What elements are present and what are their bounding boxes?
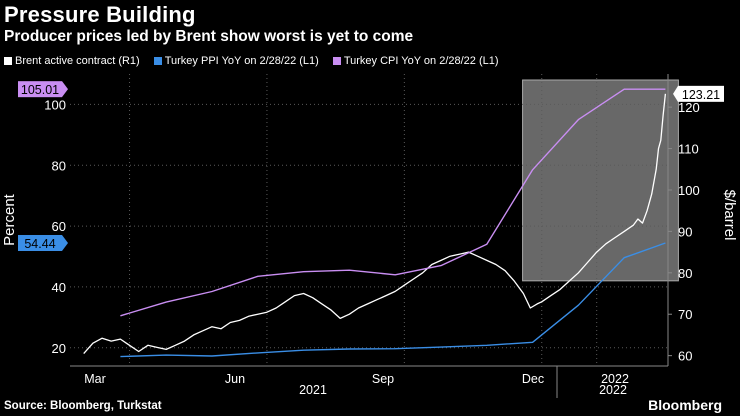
- legend: Brent active contract (R1) Turkey PPI Yo…: [4, 54, 499, 68]
- cpi-last-value-pointer: [62, 81, 68, 98]
- cpi-line: [120, 88, 666, 317]
- y-right-tick-label: 60: [678, 349, 692, 364]
- brent-line: [83, 93, 667, 355]
- legend-item-ppi: Turkey PPI YoY on 2/28/22 (L1): [153, 54, 319, 68]
- y-left-tick-label: 40: [52, 280, 66, 295]
- legend-label-ppi: Turkey PPI YoY on 2/28/22 (L1): [164, 55, 319, 67]
- legend-swatch-cpi: [332, 57, 341, 65]
- bloomberg-logo: Bloomberg: [648, 397, 722, 413]
- y-left-tick-label: 80: [52, 158, 66, 173]
- ppi-line: [120, 242, 666, 358]
- y-left-tick-label: 60: [52, 219, 66, 234]
- x-year-label: 2022: [599, 383, 627, 397]
- legend-swatch-ppi: [153, 57, 162, 65]
- y-left-tick-label: 20: [52, 341, 66, 356]
- ppi-last-value-pointer: [62, 234, 68, 251]
- brent-last-value-pointer: [673, 85, 678, 102]
- legend-label-cpi: Turkey CPI YoY on 2/28/22 (L1): [343, 55, 499, 67]
- x-tick-label: Jun: [225, 372, 245, 386]
- source-note: Source: Bloomberg, Turkstat: [4, 400, 162, 412]
- y-left-axis-title: Percent: [1, 193, 18, 246]
- x-tick-label: Dec: [522, 372, 544, 386]
- x-year-label: 2021: [299, 383, 327, 397]
- y-right-tick-label: 120: [678, 100, 700, 115]
- legend-label-brent: Brent active contract (R1): [15, 55, 140, 67]
- brent-last-value-label: 123.21: [682, 88, 720, 102]
- chart-subtitle: Producer prices led by Brent show worst …: [4, 28, 414, 45]
- ppi-last-value-label: 54.44: [24, 237, 55, 251]
- x-tick-label: Mar: [84, 372, 106, 386]
- chart-title: Pressure Building: [4, 2, 196, 27]
- x-tick-label: Sep: [372, 372, 394, 386]
- brent-last-value-box: [678, 85, 724, 102]
- y-right-tick-label: 70: [678, 307, 692, 322]
- y-right-axis-title: $/barrel: [721, 190, 738, 241]
- highlight-region: [522, 79, 679, 282]
- cpi-last-value-box: [18, 81, 62, 98]
- y-right-tick-label: 90: [678, 224, 692, 239]
- y-left-tick-label: 100: [44, 97, 66, 112]
- legend-item-brent: Brent active contract (R1): [4, 54, 140, 68]
- ppi-last-value-box: [18, 234, 62, 251]
- legend-swatch-brent: [4, 57, 12, 65]
- y-right-tick-label: 110: [678, 142, 699, 157]
- y-right-tick-label: 80: [678, 266, 692, 281]
- y-right-tick-label: 100: [678, 183, 700, 198]
- legend-item-cpi: Turkey CPI YoY on 2/28/22 (L1): [332, 54, 499, 68]
- x-tick-label: 2022: [601, 372, 629, 386]
- cpi-last-value-label: 105.01: [21, 83, 59, 97]
